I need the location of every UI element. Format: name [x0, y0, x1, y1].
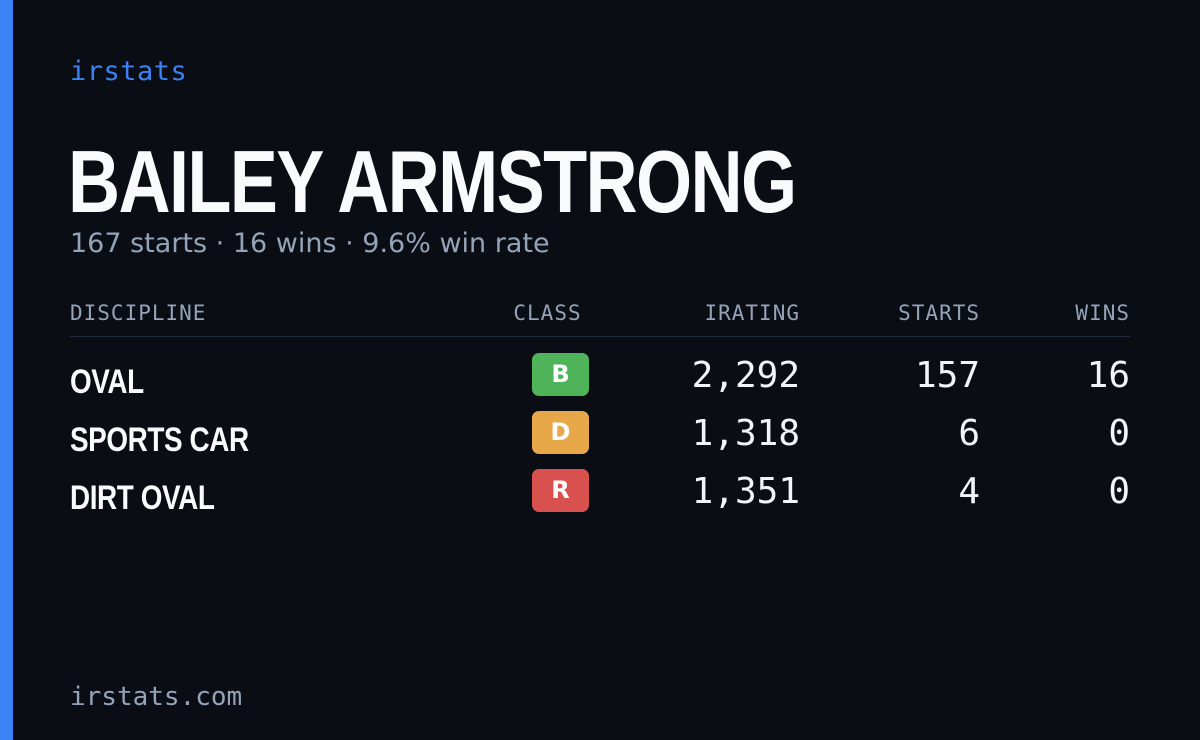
footer-url: irstats.com — [70, 682, 243, 712]
discipline-stats-table: DISCIPLINE CLASS IRATING STARTS WINS OVA… — [70, 297, 1130, 527]
table-row-sports-car: SPORTS CAR D 1,318 6 0 — [70, 411, 1130, 469]
wins-value: 16 — [1086, 355, 1130, 396]
class-badge: R — [532, 469, 589, 512]
starts-value: 157 — [914, 355, 980, 396]
brand-logo-text: irstats — [70, 56, 188, 87]
class-badge: B — [532, 353, 589, 396]
starts-value: 4 — [958, 471, 980, 512]
discipline-name: OVAL — [70, 363, 144, 401]
table-body: OVAL B 2,292 157 16 SPORTS CAR D 1,318 6… — [70, 353, 1130, 527]
starts-value: 6 — [958, 413, 980, 454]
wins-value: 0 — [1108, 471, 1130, 512]
table-row-dirt-oval: DIRT OVAL R 1,351 4 0 — [70, 469, 1130, 527]
header-irating: IRATING — [704, 301, 800, 325]
discipline-name: SPORTS CAR — [70, 421, 249, 459]
driver-summary: 167 starts · 16 wins · 9.6% win rate — [70, 228, 550, 259]
table-header: DISCIPLINE CLASS IRATING STARTS WINS — [70, 297, 1130, 337]
header-discipline: DISCIPLINE — [70, 301, 207, 325]
discipline-name: DIRT OVAL — [70, 479, 215, 517]
header-class: CLASS — [513, 301, 582, 325]
irating-value: 1,351 — [691, 471, 800, 512]
header-starts: STARTS — [898, 301, 980, 325]
table-row-oval: OVAL B 2,292 157 16 — [70, 353, 1130, 411]
wins-value: 0 — [1108, 413, 1130, 454]
driver-name: BAILEY ARMSTRONG — [68, 132, 797, 231]
accent-bar — [0, 0, 13, 740]
irating-value: 1,318 — [691, 413, 800, 454]
header-wins: WINS — [1075, 301, 1130, 325]
irating-value: 2,292 — [691, 355, 800, 396]
class-badge: D — [532, 411, 589, 454]
